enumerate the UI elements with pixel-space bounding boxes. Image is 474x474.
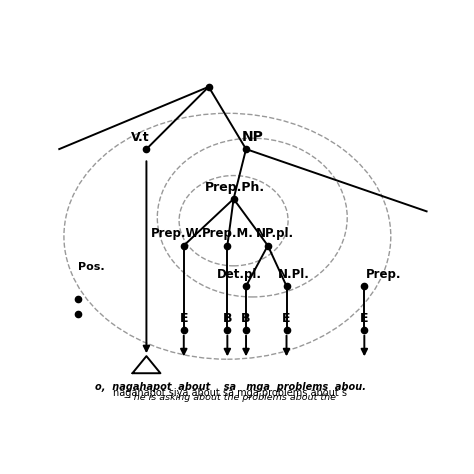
Text: NP: NP bbox=[242, 130, 264, 144]
Text: V.t: V.t bbox=[131, 131, 149, 144]
Text: E: E bbox=[360, 312, 369, 325]
Text: Prep.Ph.: Prep.Ph. bbox=[205, 181, 265, 193]
Text: NP.pl.: NP.pl. bbox=[255, 228, 294, 240]
Text: nagahapot siya about sa mga problems about s: nagahapot siya about sa mga problems abo… bbox=[113, 388, 347, 398]
Text: o,  nagahapot  about    sa   mga  problems  abou.: o, nagahapot about sa mga problems abou. bbox=[95, 382, 366, 392]
Text: Prep.M.: Prep.M. bbox=[201, 228, 253, 240]
Text: Pos.: Pos. bbox=[78, 263, 105, 273]
Text: E: E bbox=[180, 312, 188, 325]
Text: -- he is asking about the problems about the: -- he is asking about the problems about… bbox=[125, 392, 337, 401]
Text: N.Pl.: N.Pl. bbox=[277, 268, 310, 281]
Text: Prep.W.: Prep.W. bbox=[151, 228, 203, 240]
Text: B: B bbox=[223, 312, 232, 325]
Text: E: E bbox=[282, 312, 291, 325]
Text: B: B bbox=[241, 312, 251, 325]
Text: Prep.: Prep. bbox=[366, 268, 401, 282]
Text: Det.pl.: Det.pl. bbox=[217, 268, 262, 281]
